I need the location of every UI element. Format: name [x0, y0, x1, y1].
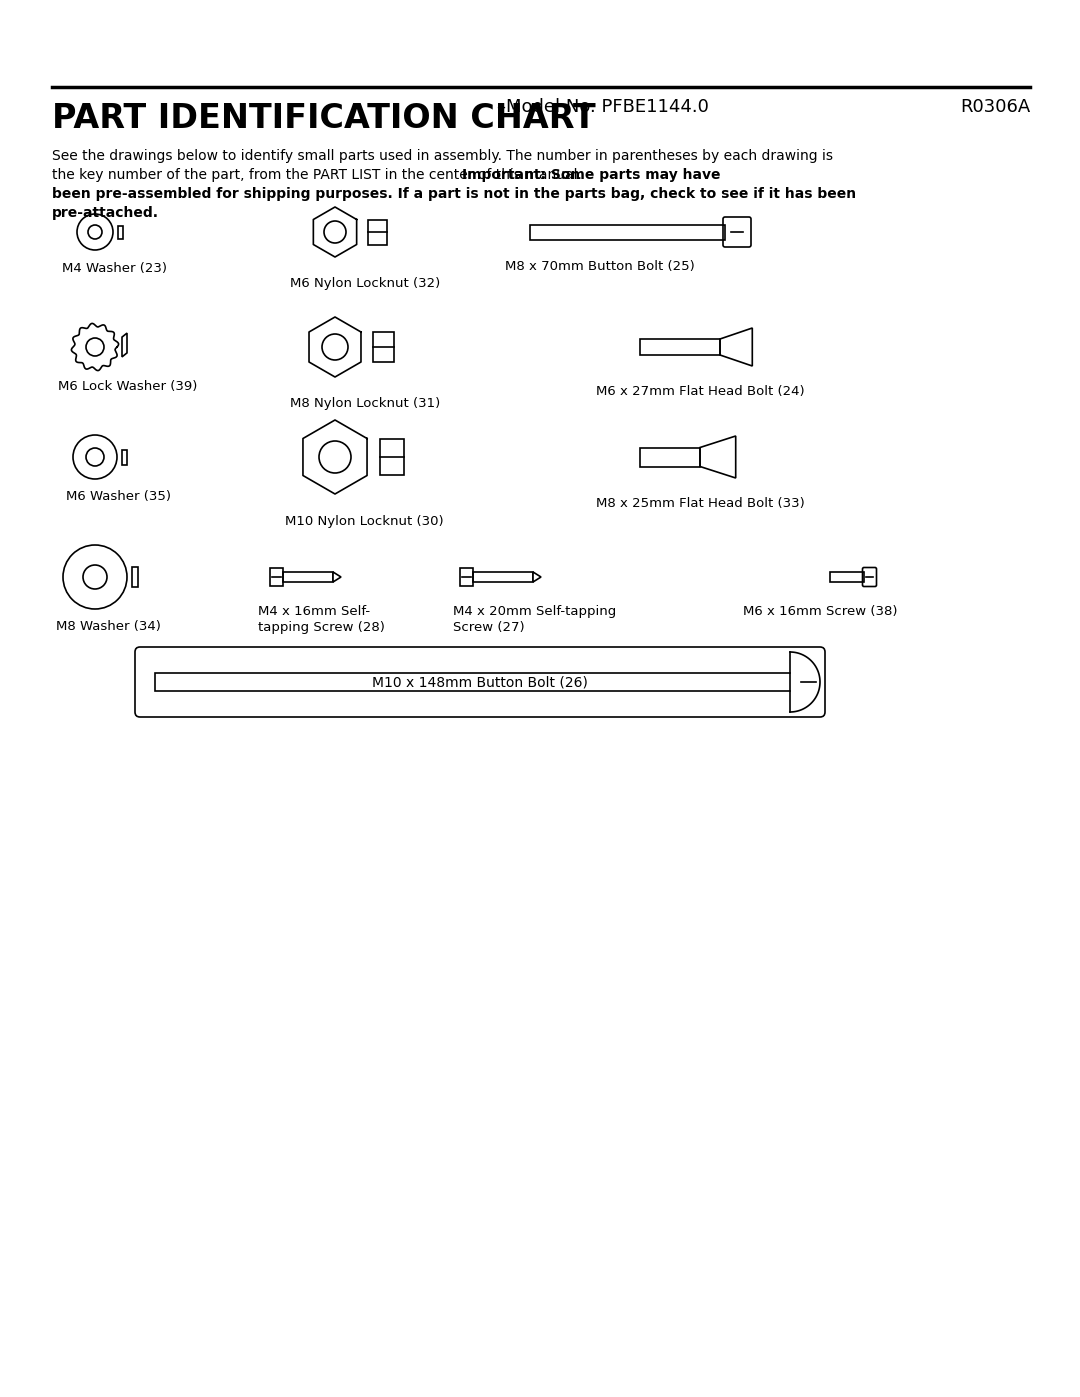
Bar — [118, 225, 123, 239]
Bar — [270, 569, 283, 585]
Text: M6 x 27mm Flat Head Bolt (24): M6 x 27mm Flat Head Bolt (24) — [596, 386, 805, 398]
Text: Important: Some parts may have: Important: Some parts may have — [462, 168, 720, 182]
Bar — [473, 571, 534, 583]
Text: M10 x 148mm Button Bolt (26): M10 x 148mm Button Bolt (26) — [373, 675, 588, 689]
Polygon shape — [333, 571, 341, 583]
Text: the key number of the part, from the PART LIST in the center of this manual.: the key number of the part, from the PAR… — [52, 168, 586, 182]
Bar — [283, 571, 333, 583]
Text: M4 Washer (23): M4 Washer (23) — [62, 263, 167, 275]
Bar — [380, 439, 404, 475]
Bar — [368, 219, 387, 244]
Text: been pre-assembled for shipping purposes. If a part is not in the parts bag, che: been pre-assembled for shipping purposes… — [52, 187, 856, 201]
Text: R0306A: R0306A — [960, 98, 1030, 116]
Bar — [460, 569, 473, 585]
Text: M6 Washer (35): M6 Washer (35) — [66, 490, 171, 503]
Text: M6 Nylon Locknut (32): M6 Nylon Locknut (32) — [291, 277, 441, 291]
Text: pre-attached.: pre-attached. — [52, 205, 159, 219]
Bar — [156, 673, 789, 692]
Bar — [373, 332, 394, 362]
Text: M6 Lock Washer (39): M6 Lock Washer (39) — [58, 380, 198, 393]
Bar — [831, 571, 864, 583]
Text: M8 Nylon Locknut (31): M8 Nylon Locknut (31) — [291, 397, 441, 409]
Text: –Model No. PFBE1144.0: –Model No. PFBE1144.0 — [497, 98, 708, 116]
Text: M8 Washer (34): M8 Washer (34) — [56, 620, 161, 633]
Text: M6 x 16mm Screw (38): M6 x 16mm Screw (38) — [743, 605, 897, 617]
Bar — [530, 225, 725, 239]
Text: M4 x 20mm Self-tapping
Screw (27): M4 x 20mm Self-tapping Screw (27) — [453, 605, 617, 634]
Text: M10 Nylon Locknut (30): M10 Nylon Locknut (30) — [285, 515, 444, 528]
Polygon shape — [534, 571, 541, 583]
Bar — [640, 339, 720, 355]
Text: M8 x 70mm Button Bolt (25): M8 x 70mm Button Bolt (25) — [505, 260, 694, 272]
Text: PART IDENTIFICATION CHART: PART IDENTIFICATION CHART — [52, 102, 596, 136]
Bar — [132, 567, 138, 587]
Text: See the drawings below to identify small parts used in assembly. The number in p: See the drawings below to identify small… — [52, 149, 833, 163]
Text: M8 x 25mm Flat Head Bolt (33): M8 x 25mm Flat Head Bolt (33) — [596, 497, 805, 510]
Text: M4 x 16mm Self-
tapping Screw (28): M4 x 16mm Self- tapping Screw (28) — [258, 605, 384, 634]
Bar — [640, 447, 700, 467]
Bar — [122, 450, 127, 464]
